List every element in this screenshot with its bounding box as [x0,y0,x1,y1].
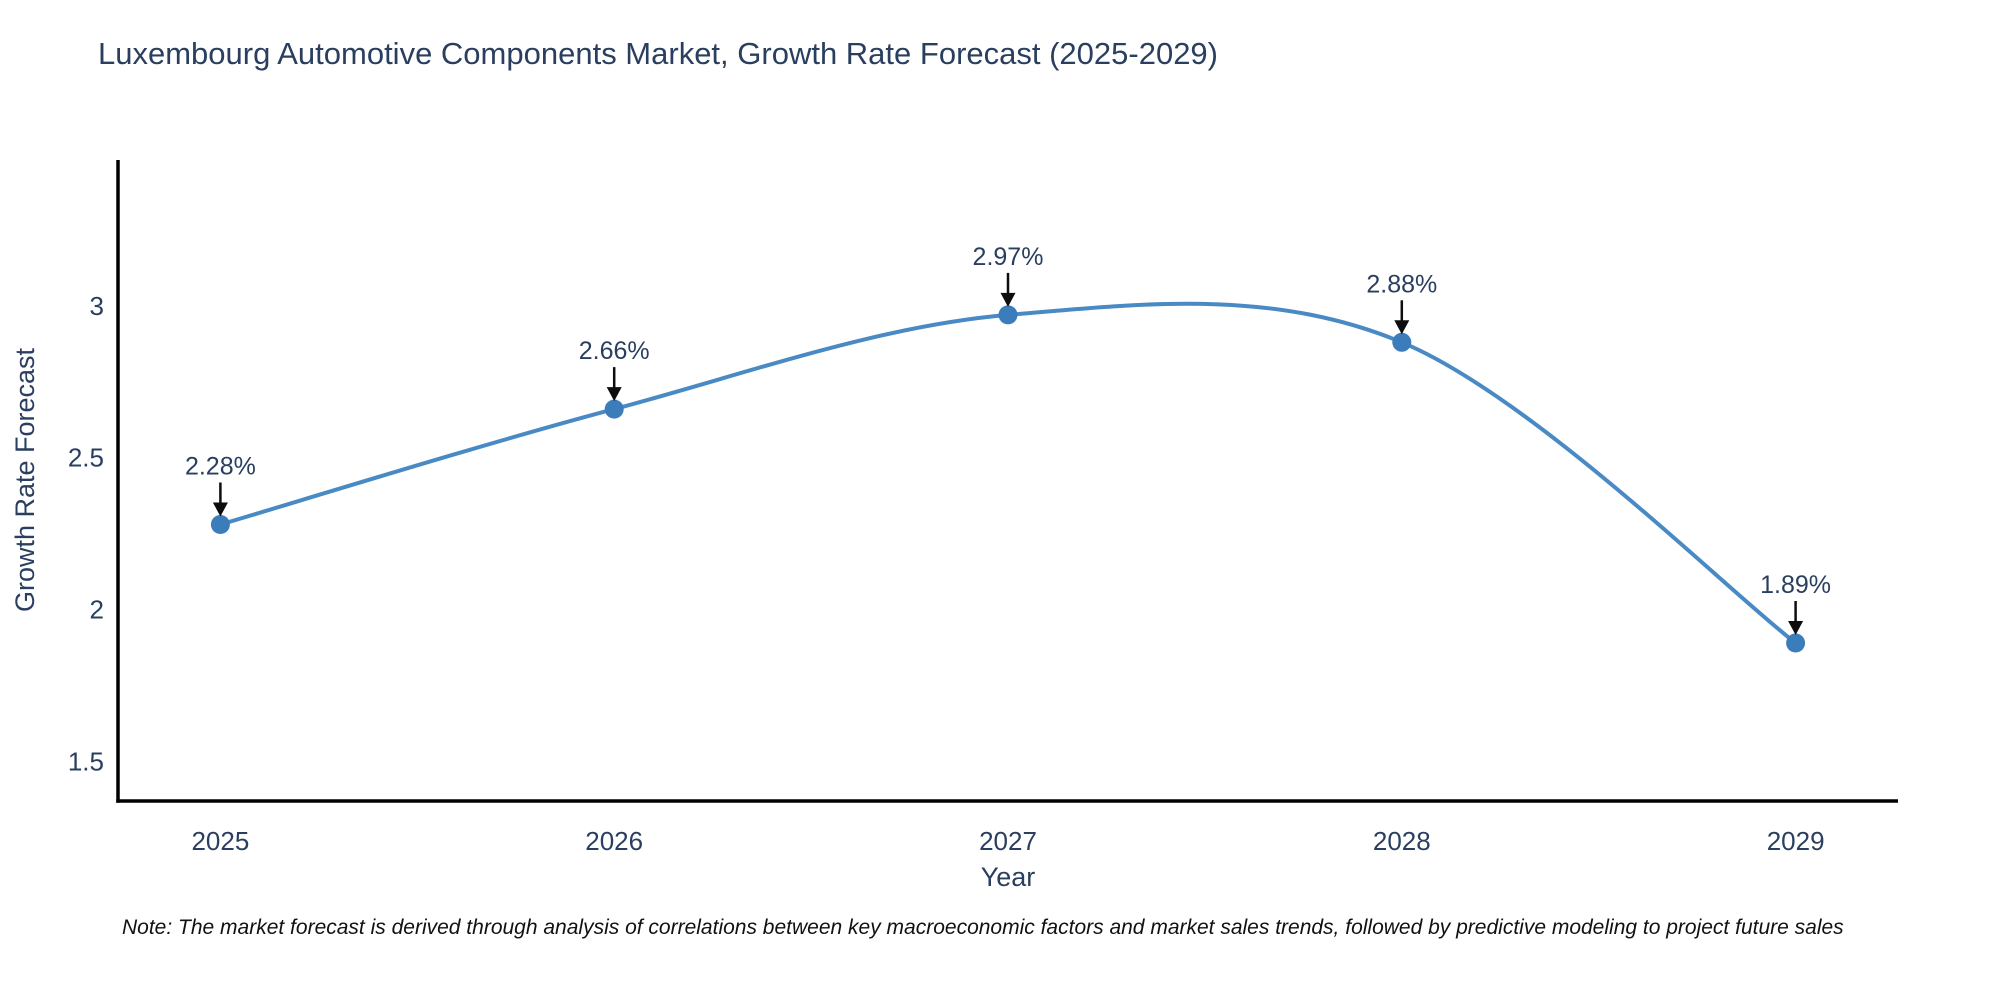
y-axis-title: Growth Rate Forecast [10,347,40,612]
x-tick-label: 2029 [1767,826,1825,856]
annotation-label: 2.66% [579,337,650,365]
data-point-marker[interactable] [1392,332,1412,352]
x-axis-title: Year [981,862,1036,892]
annotation-arrowhead-icon [212,502,228,517]
x-tick-label: 2025 [191,826,249,856]
x-tick-label: 2027 [979,826,1037,856]
annotation-label: 2.88% [1366,270,1437,298]
annotation-arrowhead-icon [1000,292,1016,307]
chart-title: Luxembourg Automotive Components Market,… [98,36,1218,71]
annotation-label: 1.89% [1760,571,1831,599]
annotation-arrowhead-icon [1394,320,1410,335]
y-tick-label: 2 [90,595,104,625]
data-point-marker[interactable] [1786,633,1806,653]
annotation-label: 2.28% [185,453,256,481]
data-point-marker[interactable] [604,399,624,419]
chart-footnote: Note: The market forecast is derived thr… [122,916,1844,939]
annotation-arrowhead-icon [1788,621,1804,635]
x-tick-label: 2026 [585,826,643,856]
data-point-marker[interactable] [998,305,1018,325]
annotation-arrowhead-icon [606,387,622,402]
y-tick-label: 1.5 [68,747,104,777]
data-point-marker[interactable] [210,515,230,534]
annotation-label: 2.97% [973,243,1044,271]
y-tick-label: 2.5 [68,443,104,473]
y-tick-label: 3 [90,291,104,321]
x-tick-label: 2028 [1373,826,1431,856]
series-line [219,301,1797,645]
